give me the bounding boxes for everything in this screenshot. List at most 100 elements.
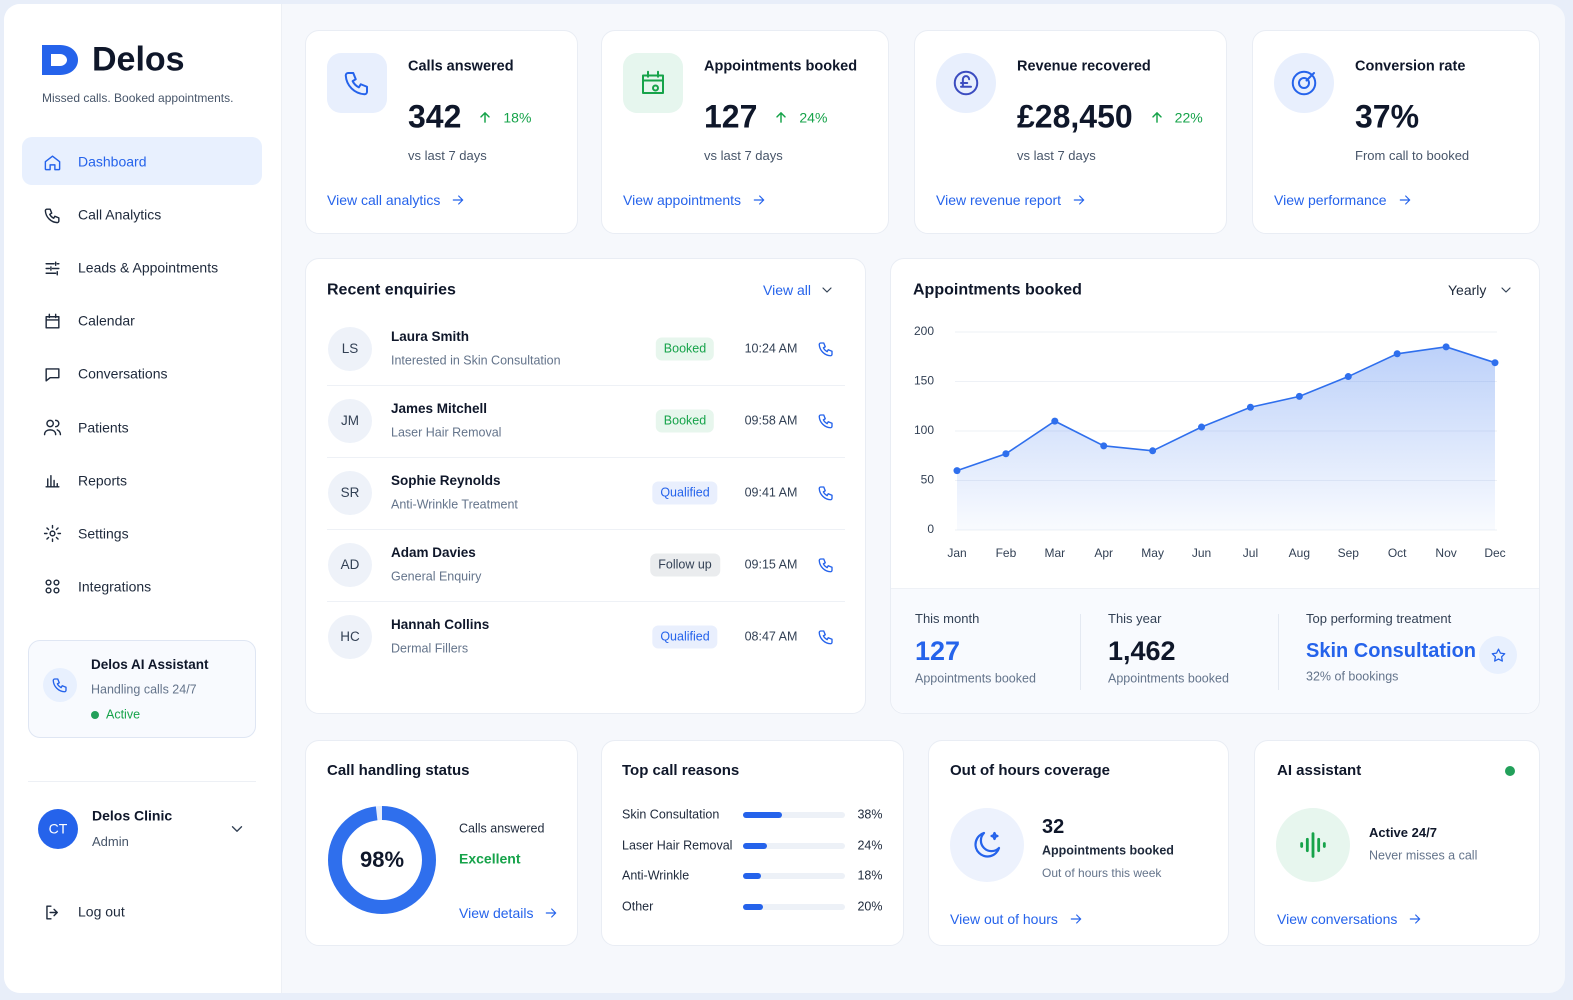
bar-track [743,873,845,880]
kpi-change: 18% [503,109,532,125]
kpi-title: Appointments booked [704,58,858,75]
x-tick-label: Dec [1484,546,1505,560]
link[interactable]: View revenue report [936,192,1087,208]
reason-label: Skin Consultation [622,807,720,822]
link[interactable]: View appointments [623,192,767,208]
link[interactable]: View details [459,905,559,921]
link-text: View conversations [1277,911,1398,927]
ooh-value: 32 [1042,816,1065,838]
call-button [818,414,833,429]
point [1491,359,1499,367]
nav-item[interactable]: Reports [78,472,128,489]
enquiry-treatment: Laser Hair Removal [391,425,502,440]
link-arrow-path [1410,914,1421,924]
link-text: View performance [1274,192,1387,208]
link[interactable]: View out of hours [950,911,1084,927]
call-button [818,558,833,573]
nav-item[interactable]: Integrations [78,578,152,595]
nav-item[interactable]: Call Analytics [78,206,162,223]
ai-status: Active 24/7 [1369,825,1437,841]
nav-icon-path [44,579,60,594]
nav-item[interactable]: Dashboard [78,153,147,170]
view-all[interactable]: View all [763,282,835,298]
card-title: Call handling status [327,762,470,779]
stat-value: 127 [915,635,961,666]
call-button [818,486,833,501]
kpi-icon-bg [623,53,683,113]
nav-icon [44,368,60,382]
link-text: View call analytics [327,192,441,208]
link-text: View details [459,905,534,921]
nav-item[interactable]: Patients [78,419,129,436]
card-title: AI assistant [1277,762,1362,779]
avatar-initials: JM [341,413,359,428]
link-arrow-path [1399,195,1410,205]
period-select[interactable]: Yearly [1448,282,1514,298]
card-title: Recent enquiries [327,281,456,299]
kpi-value-row: £28,450 22% [1017,99,1203,136]
link-arrow [1073,195,1085,205]
y-tick-label: 0 [927,522,934,536]
y-tick-label: 50 [921,473,935,487]
rating: Excellent [459,850,521,867]
reason-label: Laser Hair Removal [622,838,733,853]
link-arrow-path [1070,914,1082,924]
kpi-title: Calls answered [408,58,514,75]
link-arrow [1070,914,1082,924]
donut [328,806,436,914]
avatar [328,471,372,516]
avatar [328,327,372,371]
link[interactable]: View performance [1274,192,1413,208]
reason-label: Other [622,899,654,914]
kpi-icon [344,72,368,96]
view-all-chevron [822,287,832,293]
stat-label: This month [915,611,980,627]
kpi-icon [1291,70,1317,96]
card-title: Top call reasons [622,762,740,779]
line-chart: 0 50 100 150 200 Jan Feb Mar Apr May Jun Jul Aug Sep O… [914,324,1506,560]
stat-label: This year [1108,611,1162,627]
kpi-icon-path [1291,70,1317,96]
donut-label: 98% [359,846,405,872]
x-tick-label: Oct [1388,546,1407,560]
nav-icon [43,525,61,543]
nav-item[interactable]: Calendar [78,312,135,329]
brand-logo [42,45,78,75]
view-all-text: View all [763,282,811,298]
kpi-change: 22% [1174,109,1203,125]
nav-icon-path [44,368,60,382]
status-badge: Follow up [650,553,720,577]
link-text: View appointments [623,192,742,208]
nav-item[interactable]: Conversations [78,365,168,382]
nav-item[interactable]: Leads & Appointments [78,259,219,276]
link[interactable]: View conversations [1277,911,1423,927]
nav-item[interactable]: Settings [78,525,129,542]
link[interactable]: View call analytics [327,192,466,208]
x-tick-label: Jan [947,546,966,560]
period-chevron [1501,287,1512,293]
profile-menu [231,826,243,832]
logout[interactable]: Log out [78,903,125,920]
avatar-initials: SR [340,485,360,501]
area [957,346,1495,530]
link-arrow-path [453,195,464,205]
kpi-value-row: 342 18% [408,99,531,136]
point [1246,403,1254,411]
call-button-path [818,486,833,501]
enquiry-time: 09:58 AM [744,413,798,428]
enquiries-card [305,258,866,714]
star-icon-path [1491,647,1505,662]
avatar [328,543,372,588]
kpi-icon [953,70,979,96]
nav-icon [44,261,60,276]
moon-bg [950,808,1024,882]
status-badge: Booked [655,337,715,361]
x-tick-label: Feb [996,546,1017,560]
stat-note: Appointments booked [1108,671,1229,686]
nav-icon-path [44,261,60,276]
kpi-note: vs last 7 days [408,148,487,164]
assistant-subtitle: Handling calls 24/7 [91,682,197,697]
period: Yearly [1448,282,1487,298]
brand-name: Delos [92,40,185,79]
nav-icon-path [43,525,61,543]
